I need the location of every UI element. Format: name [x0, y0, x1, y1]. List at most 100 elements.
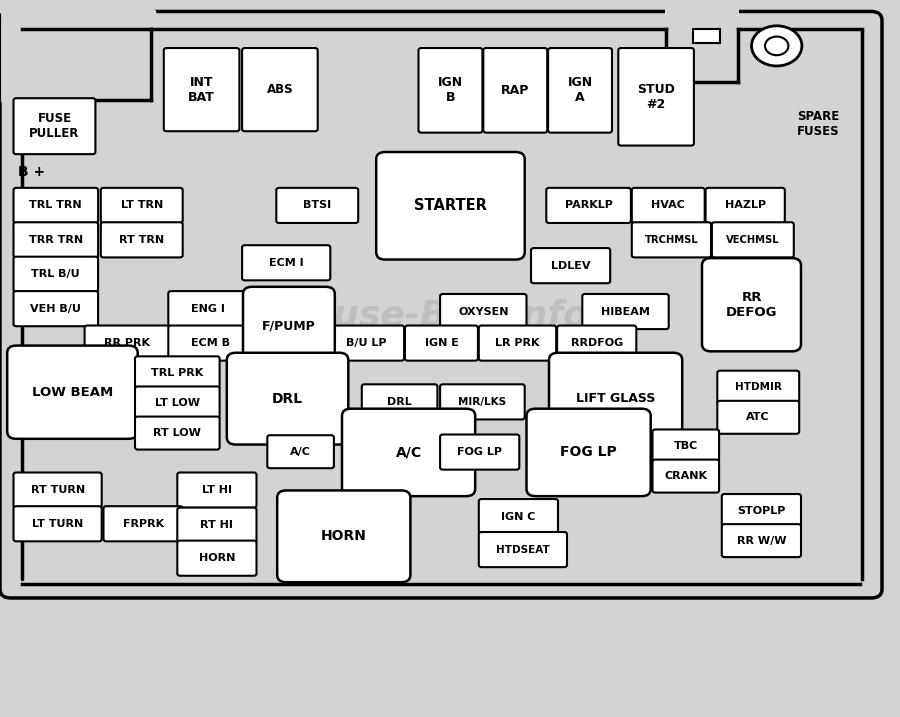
- FancyBboxPatch shape: [267, 435, 334, 468]
- FancyBboxPatch shape: [243, 287, 335, 366]
- Text: ECM B: ECM B: [191, 338, 230, 348]
- FancyBboxPatch shape: [546, 188, 631, 223]
- Text: OXYSEN: OXYSEN: [458, 307, 508, 316]
- FancyBboxPatch shape: [722, 524, 801, 557]
- FancyBboxPatch shape: [242, 245, 330, 280]
- FancyBboxPatch shape: [706, 188, 785, 223]
- Text: DRL: DRL: [272, 391, 303, 406]
- FancyBboxPatch shape: [440, 294, 526, 329]
- FancyBboxPatch shape: [328, 326, 404, 361]
- Text: LT TRN: LT TRN: [121, 201, 163, 210]
- FancyBboxPatch shape: [418, 48, 482, 133]
- Text: LR PRK: LR PRK: [495, 338, 540, 348]
- FancyBboxPatch shape: [0, 11, 882, 598]
- Text: IGN
B: IGN B: [438, 76, 463, 105]
- FancyBboxPatch shape: [14, 257, 98, 292]
- FancyBboxPatch shape: [440, 384, 525, 419]
- FancyBboxPatch shape: [101, 188, 183, 223]
- FancyBboxPatch shape: [14, 98, 95, 154]
- Text: A/C: A/C: [290, 447, 311, 457]
- FancyBboxPatch shape: [652, 460, 719, 493]
- Text: HTDMIR: HTDMIR: [734, 382, 782, 392]
- Text: HTDSEAT: HTDSEAT: [496, 545, 550, 554]
- Text: B +: B +: [18, 165, 45, 179]
- FancyBboxPatch shape: [479, 532, 567, 567]
- FancyBboxPatch shape: [652, 429, 719, 462]
- FancyBboxPatch shape: [276, 188, 358, 223]
- Text: IGN E: IGN E: [425, 338, 458, 348]
- Text: RT LOW: RT LOW: [153, 428, 202, 438]
- FancyBboxPatch shape: [7, 346, 138, 439]
- Text: RR W/W: RR W/W: [737, 536, 787, 546]
- Text: BTSI: BTSI: [303, 201, 331, 210]
- FancyBboxPatch shape: [227, 353, 348, 445]
- Text: MIR/LKS: MIR/LKS: [458, 397, 507, 407]
- FancyBboxPatch shape: [376, 152, 525, 260]
- FancyBboxPatch shape: [582, 294, 669, 329]
- FancyBboxPatch shape: [164, 48, 239, 131]
- FancyBboxPatch shape: [14, 291, 98, 326]
- FancyBboxPatch shape: [717, 401, 799, 434]
- Text: HAZLP: HAZLP: [724, 201, 766, 210]
- Text: ATC: ATC: [746, 412, 770, 422]
- Text: A/C: A/C: [395, 445, 422, 460]
- Text: VECHMSL: VECHMSL: [726, 235, 779, 244]
- Text: STOPLP: STOPLP: [737, 505, 786, 516]
- Text: RAP: RAP: [501, 84, 529, 97]
- Text: INT
BAT: INT BAT: [188, 75, 215, 104]
- FancyBboxPatch shape: [483, 48, 547, 133]
- Text: IGN C: IGN C: [501, 512, 536, 521]
- Text: STUD
#2: STUD #2: [637, 82, 675, 111]
- FancyBboxPatch shape: [14, 473, 102, 508]
- Text: PARKLP: PARKLP: [564, 201, 613, 210]
- Text: TBC: TBC: [674, 441, 698, 451]
- Bar: [693, 29, 720, 43]
- FancyBboxPatch shape: [479, 499, 558, 534]
- FancyBboxPatch shape: [531, 248, 610, 283]
- Text: DRL: DRL: [387, 397, 412, 407]
- Text: HORN: HORN: [199, 554, 235, 563]
- FancyBboxPatch shape: [14, 506, 102, 541]
- FancyBboxPatch shape: [632, 222, 711, 257]
- FancyBboxPatch shape: [101, 222, 183, 257]
- Text: LT TURN: LT TURN: [32, 519, 83, 528]
- FancyBboxPatch shape: [2, 9, 156, 104]
- Circle shape: [752, 26, 802, 66]
- Text: FOG LP: FOG LP: [457, 447, 502, 457]
- Text: ENG I: ENG I: [191, 304, 225, 313]
- Text: RRDFOG: RRDFOG: [571, 338, 623, 348]
- Text: Fuse-Box.info: Fuse-Box.info: [312, 298, 588, 333]
- FancyBboxPatch shape: [717, 371, 799, 404]
- FancyBboxPatch shape: [85, 326, 169, 361]
- FancyBboxPatch shape: [242, 48, 318, 131]
- FancyBboxPatch shape: [712, 222, 794, 257]
- Text: SPARE
FUSES: SPARE FUSES: [797, 110, 840, 138]
- FancyBboxPatch shape: [168, 291, 248, 326]
- Text: F/PUMP: F/PUMP: [262, 320, 316, 333]
- FancyBboxPatch shape: [618, 48, 694, 146]
- FancyBboxPatch shape: [549, 353, 682, 445]
- Text: RT TRN: RT TRN: [119, 235, 165, 244]
- Text: LDLEV: LDLEV: [551, 261, 590, 270]
- FancyBboxPatch shape: [702, 258, 801, 351]
- Text: LOW BEAM: LOW BEAM: [32, 386, 113, 399]
- Text: HORN: HORN: [321, 529, 366, 543]
- Text: ABS: ABS: [266, 83, 293, 96]
- Text: TRL B/U: TRL B/U: [32, 270, 80, 279]
- FancyBboxPatch shape: [342, 409, 475, 496]
- FancyBboxPatch shape: [104, 506, 183, 541]
- Text: TRCHMSL: TRCHMSL: [644, 235, 698, 244]
- Text: RT HI: RT HI: [201, 521, 233, 530]
- FancyBboxPatch shape: [362, 384, 437, 419]
- Text: RR
DEFOG: RR DEFOG: [725, 290, 778, 319]
- Text: B/U LP: B/U LP: [346, 338, 386, 348]
- FancyBboxPatch shape: [135, 386, 220, 419]
- Text: ECM I: ECM I: [269, 258, 303, 267]
- FancyBboxPatch shape: [665, 9, 739, 87]
- Text: FUSE
PULLER: FUSE PULLER: [30, 112, 79, 141]
- FancyBboxPatch shape: [14, 222, 98, 257]
- Text: LT HI: LT HI: [202, 485, 232, 495]
- Text: LT LOW: LT LOW: [155, 398, 200, 408]
- FancyBboxPatch shape: [168, 326, 253, 361]
- FancyBboxPatch shape: [177, 541, 256, 576]
